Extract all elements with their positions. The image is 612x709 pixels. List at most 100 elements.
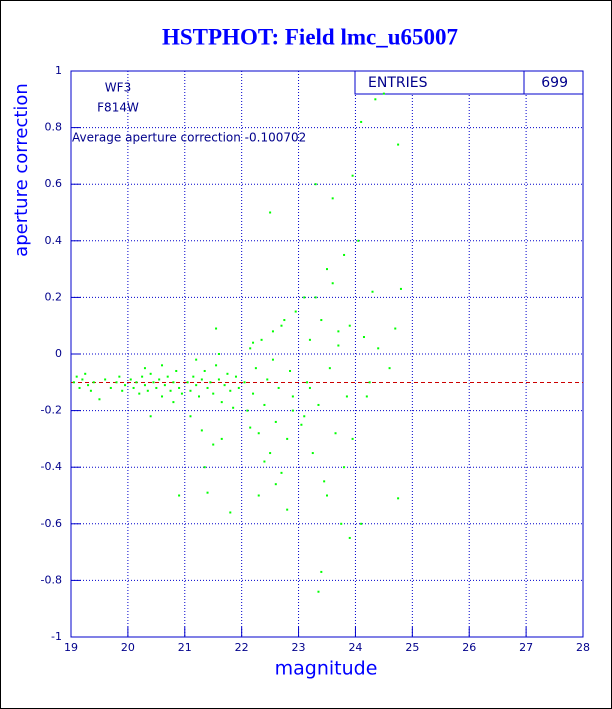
x-tick-label: 21	[178, 641, 192, 654]
y-tick-label: 0	[55, 347, 62, 360]
point	[189, 389, 192, 392]
point	[206, 491, 209, 494]
point	[337, 330, 340, 333]
point	[109, 386, 112, 389]
annotation: WF3	[105, 81, 131, 95]
point	[286, 508, 289, 511]
point	[308, 386, 311, 389]
point	[84, 372, 87, 375]
point	[92, 381, 95, 384]
point	[320, 319, 323, 322]
point	[203, 466, 206, 469]
x-tick-label: 28	[576, 641, 590, 654]
point	[81, 378, 84, 381]
point	[394, 327, 397, 330]
y-tick-label: 0.4	[45, 234, 63, 247]
point	[200, 378, 203, 381]
point	[252, 392, 255, 395]
point	[368, 381, 371, 384]
point	[317, 403, 320, 406]
point	[277, 386, 280, 389]
point	[149, 415, 152, 418]
point	[371, 290, 374, 293]
point	[351, 437, 354, 440]
point	[340, 522, 343, 525]
point	[274, 483, 277, 486]
point	[291, 395, 294, 398]
point	[360, 522, 363, 525]
point	[161, 395, 164, 398]
x-tick-label: 27	[519, 641, 533, 654]
point	[212, 443, 215, 446]
point	[195, 384, 198, 387]
point	[243, 381, 246, 384]
point	[161, 364, 164, 367]
point	[180, 392, 183, 395]
point	[175, 369, 178, 372]
point	[382, 92, 385, 95]
x-tick-label: 19	[64, 641, 78, 654]
point	[223, 384, 226, 387]
x-tick-label: 22	[235, 641, 249, 654]
y-tick-label: 0.8	[45, 121, 63, 134]
point	[345, 395, 348, 398]
point	[246, 409, 249, 412]
point	[198, 395, 200, 398]
point	[300, 423, 303, 426]
point	[166, 375, 169, 378]
point	[143, 384, 146, 387]
point	[294, 310, 297, 313]
point	[331, 197, 334, 200]
point	[249, 426, 252, 429]
point	[269, 452, 272, 455]
point	[104, 378, 107, 381]
y-tick-label: -0.2	[41, 404, 62, 417]
point	[314, 296, 317, 299]
point	[138, 392, 141, 395]
point	[280, 324, 283, 327]
point	[132, 386, 135, 389]
point	[257, 432, 260, 435]
point	[163, 384, 166, 387]
point	[189, 415, 192, 418]
point	[374, 98, 377, 101]
point	[98, 398, 101, 401]
y-tick-label: 0.6	[45, 177, 63, 190]
point	[129, 378, 132, 381]
point	[220, 401, 223, 404]
point	[252, 341, 255, 344]
point	[306, 381, 309, 384]
point	[226, 372, 229, 375]
point	[286, 437, 289, 440]
point	[89, 389, 92, 392]
x-tick-label: 26	[462, 641, 476, 654]
point	[192, 375, 195, 378]
point	[186, 381, 189, 384]
point	[377, 347, 380, 350]
point	[215, 364, 218, 367]
x-axis-label: magnitude	[275, 658, 378, 680]
point	[348, 536, 351, 539]
point	[212, 392, 215, 395]
point	[326, 494, 328, 497]
point	[323, 480, 326, 483]
point	[158, 378, 161, 381]
point	[343, 253, 346, 256]
x-tick-label: 20	[121, 641, 135, 654]
point	[263, 403, 266, 406]
point	[257, 494, 260, 497]
point	[178, 386, 181, 389]
point	[203, 369, 206, 372]
point	[254, 367, 257, 370]
x-tick-label: 24	[348, 641, 362, 654]
point	[271, 330, 274, 333]
y-tick-label: -1	[51, 630, 62, 643]
point	[351, 174, 354, 177]
point	[283, 319, 286, 322]
y-tick-label: -0.4	[41, 460, 62, 473]
point	[331, 282, 334, 285]
plot-area: 19 20 21 22 23 24 25 26 27 28 -1 -0.8 -0.6 -0.4 -0.2 0 0…	[41, 64, 590, 654]
point	[200, 429, 203, 432]
x-tick-label: 23	[292, 641, 306, 654]
